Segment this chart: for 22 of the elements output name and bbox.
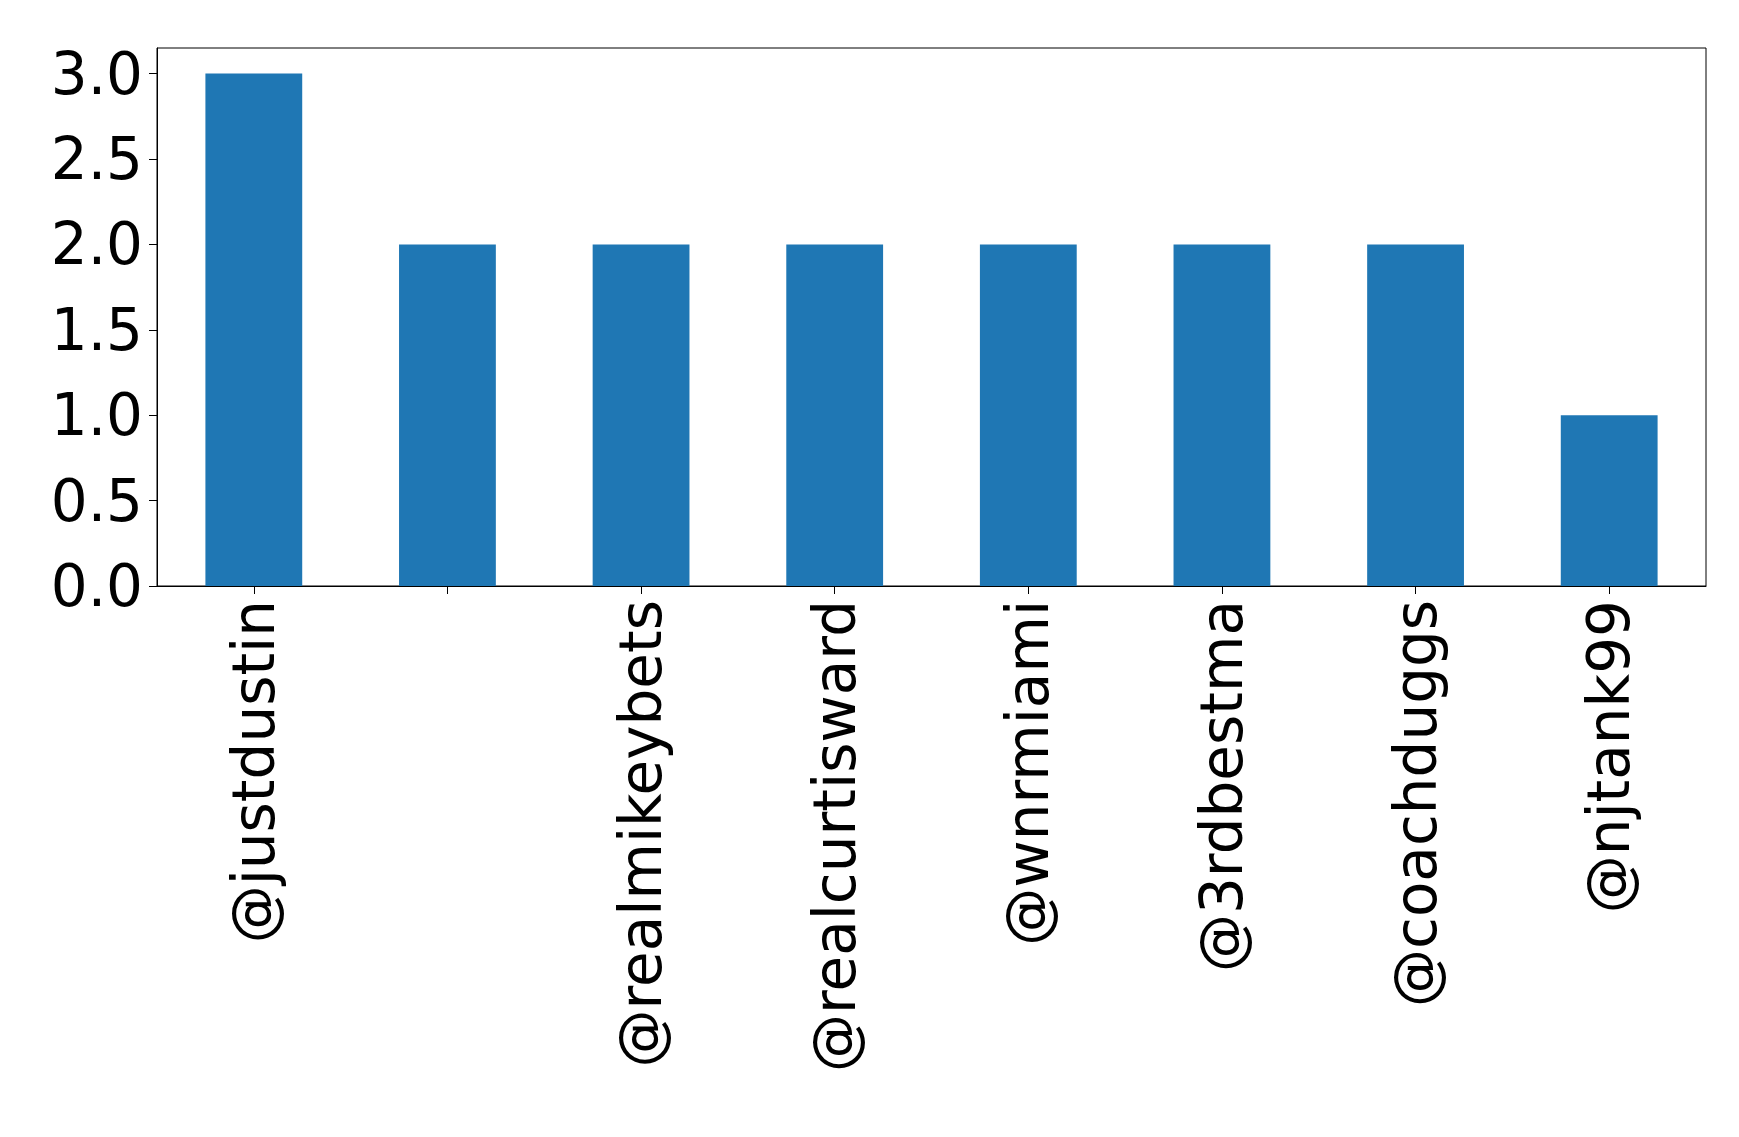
bar <box>786 244 884 586</box>
bar <box>1367 244 1464 586</box>
y-tick-label: 2.0 <box>50 210 143 279</box>
x-tick-label: @realcurtisward <box>800 600 869 1073</box>
x-tick-label: @3rdbestma <box>1187 600 1256 973</box>
y-tick-label: 1.5 <box>50 295 143 364</box>
y-tick-label: 2.5 <box>50 125 143 194</box>
bar <box>1560 415 1658 586</box>
y-tick-label: 0.0 <box>50 552 143 620</box>
y-tick-label: 3.0 <box>50 39 143 108</box>
x-tick-label: @njtank99 <box>1575 600 1644 914</box>
bar <box>205 73 303 586</box>
y-tick-label: 0.5 <box>50 466 143 535</box>
bar <box>1173 244 1271 586</box>
x-tick-label: @justdustin <box>219 600 288 944</box>
x-tick-label: @coachduggs <box>1381 600 1450 1007</box>
x-tick-label: @wnrmiami <box>994 600 1063 946</box>
bar <box>979 244 1077 586</box>
y-tick-label: 1.0 <box>50 381 143 450</box>
x-tick-label: @realmikeybets <box>607 600 676 1068</box>
bar <box>399 244 496 586</box>
bar <box>592 244 690 586</box>
